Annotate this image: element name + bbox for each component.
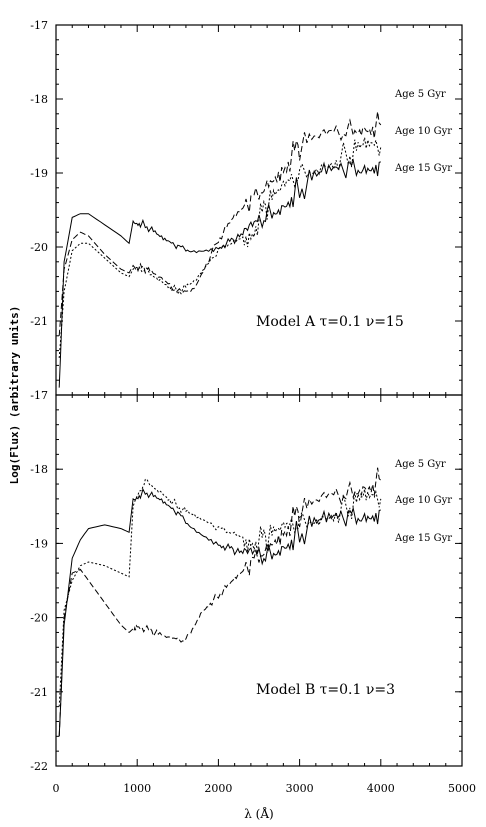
series-line-1 bbox=[58, 467, 382, 737]
model-annotation: Model A τ=0.1 ν=15 bbox=[256, 314, 404, 330]
y-tick-label: -20 bbox=[30, 612, 48, 625]
legend-label: Age 15 Gyr bbox=[394, 163, 452, 174]
x-tick-label: 5000 bbox=[448, 782, 476, 795]
top-panel-frame bbox=[55, 24, 463, 396]
y-tick-label: -20 bbox=[30, 241, 48, 254]
legend-label: Age 15 Gyr bbox=[394, 533, 452, 544]
x-tick-label: 0 bbox=[53, 782, 60, 795]
x-tick-label: 4000 bbox=[367, 782, 395, 795]
bottom-panel-frame bbox=[55, 394, 463, 767]
top-panel: -17 -18 -19 -20 -21 Age 5 Gyr Age 10 Gyr Age 15… bbox=[30, 19, 463, 396]
bottom-panel: -17 -18 -19 -20 -21 -22 0 1000 2000 3000 4000 5000 A… bbox=[30, 389, 476, 795]
model-annotation: Model B τ=0.1 ν=3 bbox=[256, 682, 395, 698]
y-tick-label: -22 bbox=[30, 760, 48, 773]
series-line-3 bbox=[58, 158, 381, 388]
series-line-2 bbox=[58, 478, 382, 707]
y-tick-label: -19 bbox=[30, 537, 48, 550]
legend-label: Age 10 Gyr bbox=[394, 495, 452, 506]
x-tick-label: 3000 bbox=[286, 782, 314, 795]
series-line-1 bbox=[58, 111, 382, 336]
y-tick-label: -21 bbox=[30, 686, 48, 699]
legend-label: Age 5 Gyr bbox=[394, 89, 446, 100]
y-tick-label: -18 bbox=[30, 93, 48, 106]
legend-label: Age 10 Gyr bbox=[394, 126, 452, 137]
x-tick-label: 1000 bbox=[123, 782, 151, 795]
x-axis-title: λ (Å) bbox=[244, 806, 273, 821]
legend-label: Age 5 Gyr bbox=[394, 459, 446, 470]
series-line-3 bbox=[58, 487, 381, 737]
y-tick-label: -18 bbox=[30, 463, 48, 476]
y-tick-label: -17 bbox=[30, 19, 48, 32]
x-tick-label: 2000 bbox=[204, 782, 232, 795]
y-tick-label: -17 bbox=[30, 389, 48, 402]
y-axis-title: Log(Flux) (arbitrary units) bbox=[8, 306, 21, 485]
y-tick-label: -21 bbox=[30, 315, 48, 328]
y-tick-label: -19 bbox=[30, 167, 48, 180]
